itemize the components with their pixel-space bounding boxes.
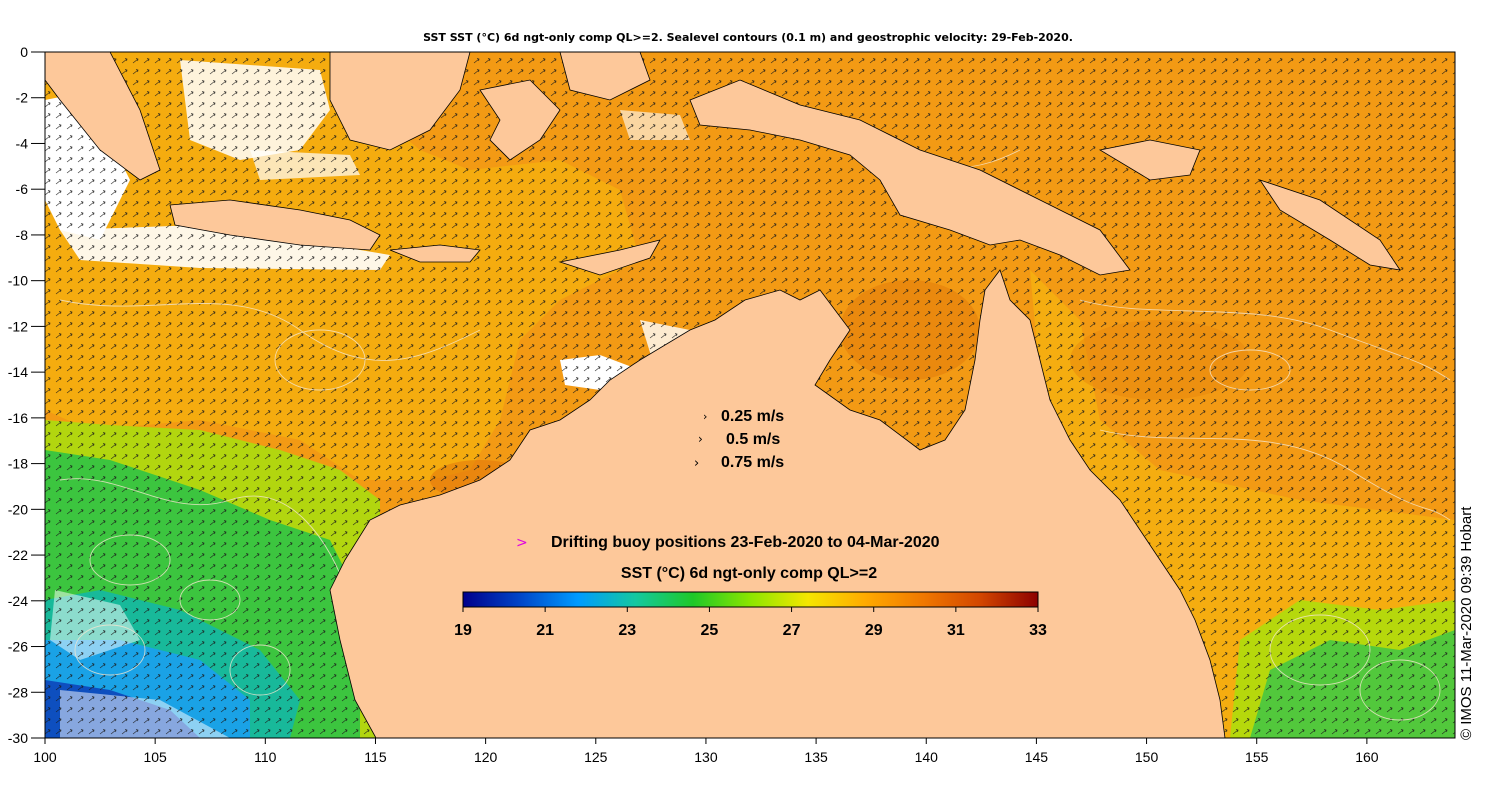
colorbar-tick-label: 23: [618, 622, 636, 639]
y-tick-label: 0: [20, 44, 28, 60]
contour-line: [1209, 349, 1291, 391]
contour-line: [1359, 659, 1441, 721]
x-tick-label: 140: [915, 749, 939, 765]
y-tick-label: -6: [16, 181, 29, 197]
colorbar: SST (°C) 6d ngt-only comp QL>=2 19 21 23 25…: [454, 565, 1047, 639]
colorbar-scale: [462, 591, 1039, 608]
lesser-sunda-islands: [389, 244, 481, 263]
x-tick-label: 150: [1135, 749, 1159, 765]
colorbar-tick-label: 29: [865, 622, 883, 639]
y-tick-label: -30: [8, 730, 28, 746]
contour-line: [179, 579, 241, 621]
credit-text: © IMOS 11-Mar-2020 09:39 Hobart: [1458, 506, 1475, 740]
contour-line: [1269, 614, 1371, 686]
contour-line: [89, 534, 171, 586]
x-tick-label: 100: [33, 749, 57, 765]
plot-area: [45, 52, 1455, 738]
solomon-islands: [1259, 179, 1401, 271]
contour-line: [1079, 299, 1451, 381]
buoy-marker-icon: >: [516, 535, 528, 551]
y-tick-label: -10: [8, 273, 28, 289]
buoy-legend: > Drifting buoy positions 23-Feb-2020 to…: [516, 534, 940, 551]
colorbar-tick-label: 19: [454, 622, 472, 639]
velocity-legend-label-2: 0.5 m/s: [726, 431, 780, 448]
y-tick-label: -4: [16, 135, 29, 151]
contour-line: [59, 299, 481, 361]
buoy-legend-label: Drifting buoy positions 23-Feb-2020 to 0…: [551, 534, 940, 551]
maluku-islands: [559, 52, 651, 101]
y-axis: 0 -2 -4 -6 -8 -10 -12 -14 -16 -18 -20 -22 -24 -26 -28 -…: [8, 44, 46, 746]
sumatra-island: [45, 52, 161, 181]
contour-line: [59, 478, 351, 601]
land-masses: [45, 52, 1401, 738]
y-tick-label: -20: [8, 501, 28, 517]
colorbar-title: SST (°C) 6d ngt-only comp QL>=2: [621, 565, 877, 582]
australia-landmass: [329, 269, 1226, 738]
colorbar-tick-label: 25: [701, 622, 719, 639]
colorbar-tick-label: 21: [536, 622, 554, 639]
colorbar-tick-label: 31: [947, 622, 965, 639]
contour-line: [229, 644, 291, 696]
colorbar-tick-label: 27: [783, 622, 801, 639]
java-island: [169, 199, 381, 251]
y-tick-label: -18: [8, 456, 28, 472]
contour-line: [274, 329, 366, 391]
colorbar-tick-label: 33: [1029, 622, 1047, 639]
x-tick-label: 125: [584, 749, 608, 765]
x-tick-label: 115: [364, 749, 387, 765]
velocity-legend-label-3: 0.75 m/s: [721, 454, 784, 471]
new-britain-island: [1098, 139, 1201, 181]
velocity-arrow-small-icon: ›: [703, 410, 707, 423]
y-tick-label: -12: [8, 318, 28, 334]
y-tick-label: -8: [16, 227, 29, 243]
sulawesi-island: [479, 79, 561, 161]
map-title: SST SST (°C) 6d ngt-only comp QL>=2. Sea…: [423, 31, 1073, 44]
y-tick-label: -14: [8, 364, 28, 380]
borneo-island: [329, 52, 471, 151]
y-tick-label: -16: [8, 410, 28, 426]
contour-line: [74, 624, 146, 676]
x-tick-label: 130: [694, 749, 718, 765]
y-tick-label: -2: [16, 90, 29, 106]
x-tick-label: 120: [474, 749, 498, 765]
x-tick-label: 145: [1025, 749, 1049, 765]
x-tick-label: 110: [254, 749, 277, 765]
contour-line: [1099, 429, 1451, 521]
velocity-arrow-large-icon: ›: [694, 456, 699, 471]
x-tick-label: 105: [143, 749, 167, 765]
new-guinea-island: [689, 79, 1131, 276]
timor-island: [558, 239, 661, 276]
x-tick-label: 155: [1245, 749, 1269, 765]
x-axis: 100 105 110 115 120 125 130 135 140 145 150 155 160: [33, 737, 1455, 765]
y-tick-label: -28: [8, 684, 28, 700]
x-tick-label: 135: [804, 749, 828, 765]
y-tick-label: -24: [8, 593, 28, 609]
velocity-legend: › 0.25 m/s › 0.5 m/s › 0.75 m/s: [694, 408, 784, 471]
velocity-arrow-medium-icon: ›: [698, 432, 703, 446]
y-tick-label: -26: [8, 639, 28, 655]
velocity-legend-label-1: 0.25 m/s: [721, 408, 784, 425]
y-tick-label: -22: [8, 547, 28, 563]
x-tick-label: 160: [1355, 749, 1379, 765]
